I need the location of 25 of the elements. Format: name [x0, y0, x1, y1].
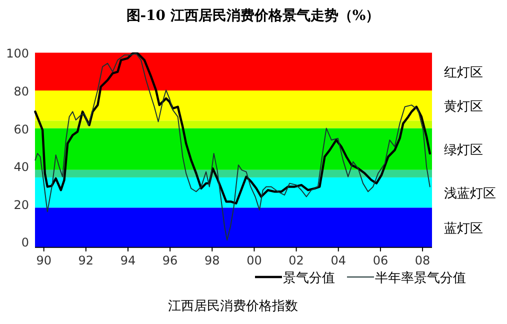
y-tick-label: 100: [6, 46, 29, 61]
x-tick-label: 90: [36, 253, 52, 268]
y-tick-label: 40: [14, 160, 29, 174]
text: 江西居民消费价格指数: [168, 299, 298, 314]
x-tick-label: 06: [372, 253, 388, 268]
band-label: 蓝灯区: [444, 222, 483, 237]
x-tick-label: 08: [414, 253, 430, 268]
band-label: 浅蓝灯区: [444, 186, 496, 202]
x-tick-label: 92: [78, 253, 94, 268]
x-tick-label: 02: [288, 253, 304, 268]
x-tick-label: 94: [120, 253, 136, 268]
y-tick-label: 0: [21, 236, 29, 250]
y-tick-label: 60: [14, 122, 29, 136]
x-tick-label: 04: [330, 253, 346, 268]
y-tick-label: 20: [14, 198, 29, 212]
band-label: 绿灯区: [444, 143, 483, 158]
x-tick-label: 00: [246, 253, 262, 268]
chart-title: 图-10 江西居民消费价格景气走势（%）: [126, 8, 380, 24]
band-label: 红灯区: [444, 66, 483, 81]
y-tick-label: 80: [14, 84, 29, 99]
legend-label: 景气分值: [283, 271, 335, 286]
x-tick-label: 96: [162, 253, 178, 268]
band-label: 黄灯区: [444, 100, 483, 115]
x-tick-label: 98: [204, 253, 220, 268]
legend-label: 半年率景气分值: [375, 270, 466, 286]
